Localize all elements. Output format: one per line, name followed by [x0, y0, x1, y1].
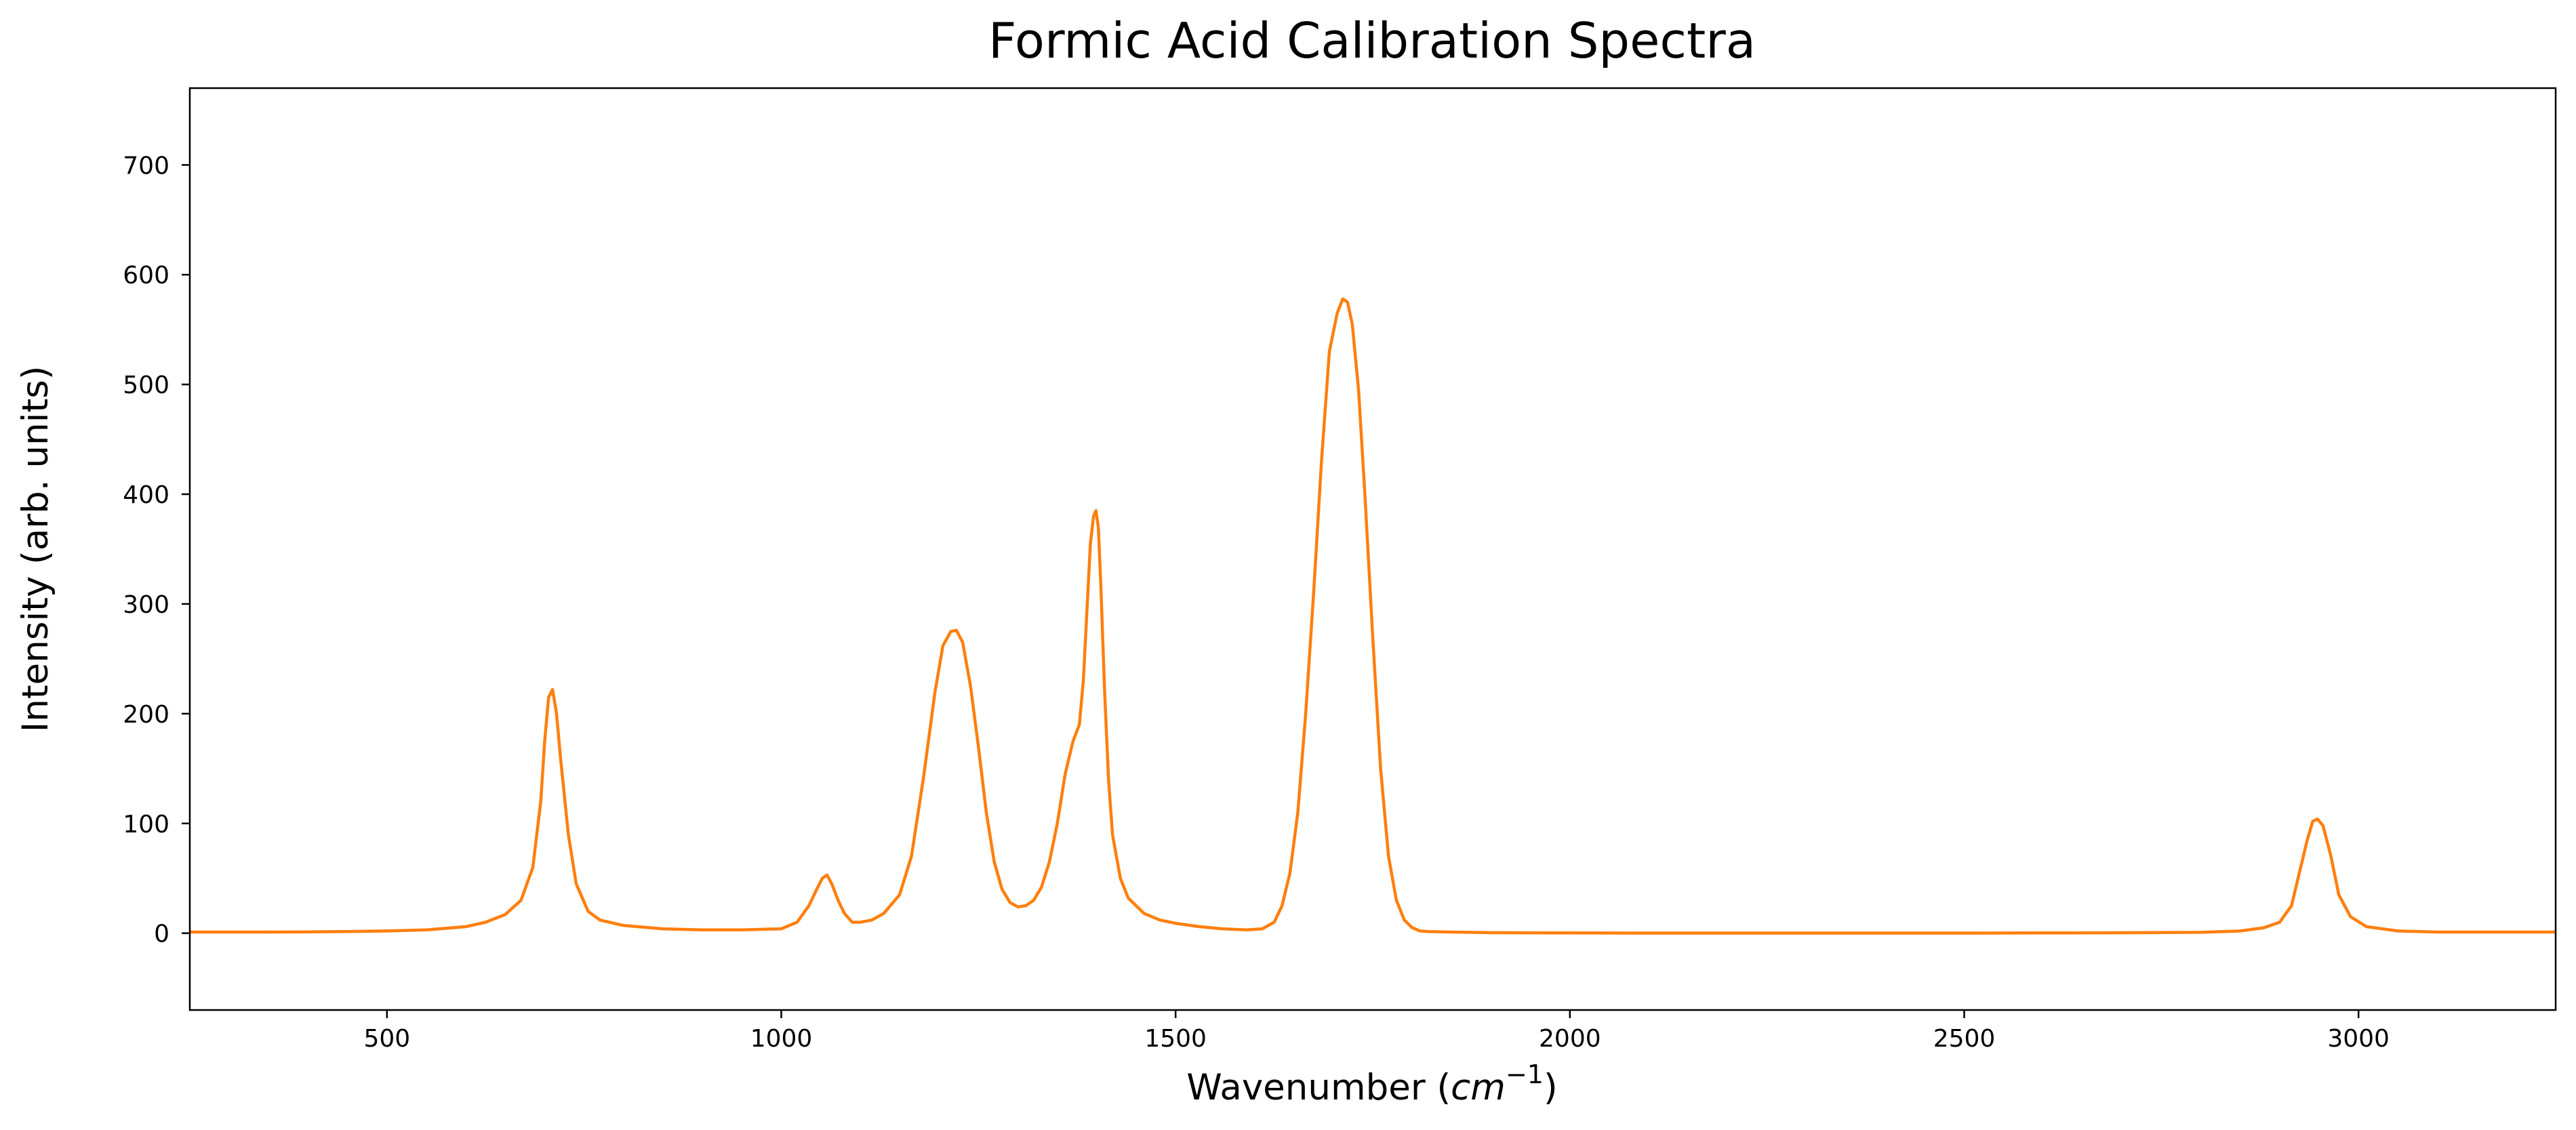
x-axis-title: Wavenumber (cm−1)	[1186, 1060, 1557, 1108]
x-axis-title-close: )	[1544, 1067, 1558, 1108]
plot-frame	[188, 87, 2557, 1011]
y-tick-label: 700	[123, 152, 169, 180]
y-tick-label: 0	[154, 921, 169, 948]
x-tick-label: 1500	[1144, 1025, 1207, 1053]
x-tick-label: 2000	[1539, 1025, 1601, 1053]
x-axis-title-exponent: −1	[1506, 1060, 1544, 1089]
x-tick-label: 1000	[750, 1025, 813, 1053]
y-tick-label: 600	[123, 262, 169, 289]
y-axis-title: Intensity (arb. units)	[15, 366, 56, 733]
y-tick-label: 200	[123, 701, 169, 729]
x-tick-label: 2500	[1933, 1025, 1996, 1053]
x-tick-label: 500	[363, 1025, 410, 1053]
x-tick-label: 3000	[2327, 1025, 2390, 1053]
x-axis-title-unit: cm	[1451, 1067, 1506, 1108]
y-tick-label: 400	[123, 481, 169, 509]
x-axis: 500 1000 1500 2000 2500 3000	[363, 1010, 2390, 1053]
y-tick-label: 100	[123, 811, 169, 839]
chart-title: Formic Acid Calibration Spectra	[988, 12, 1756, 69]
series-line-0	[190, 297, 2556, 935]
x-axis-title-text: Wavenumber (	[1186, 1067, 1451, 1108]
line-layer	[190, 297, 2556, 935]
y-axis: 0 100 200 300 400 500 600 700	[123, 152, 190, 948]
y-tick-label: 300	[123, 591, 169, 619]
y-tick-label: 500	[123, 371, 169, 399]
plot-area	[188, 87, 2557, 1011]
